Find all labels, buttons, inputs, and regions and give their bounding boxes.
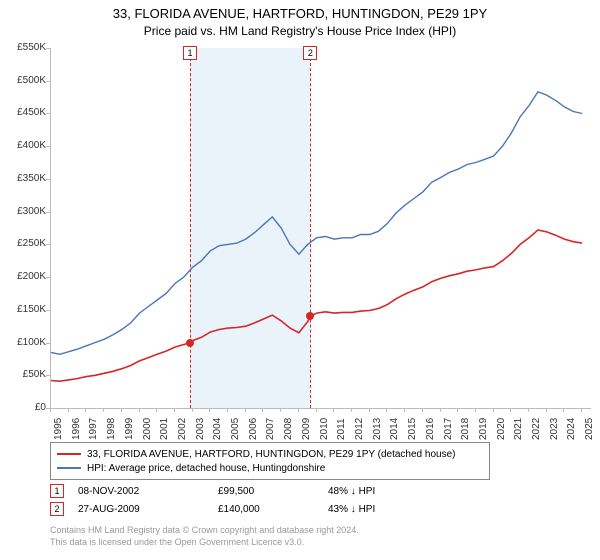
x-tick-label: 2023 xyxy=(549,418,560,440)
y-tick-label: £0 xyxy=(4,402,46,413)
footer-attribution: Contains HM Land Registry data © Crown c… xyxy=(50,524,359,548)
x-tick-label: 2006 xyxy=(248,418,259,440)
x-tick-label: 2025 xyxy=(584,418,595,440)
x-tick-label: 2009 xyxy=(301,418,312,440)
x-tick-label: 2014 xyxy=(389,418,400,440)
x-tick-label: 2017 xyxy=(443,418,454,440)
sale-dot-icon xyxy=(186,339,194,347)
chart-title: 33, FLORIDA AVENUE, HARTFORD, HUNTINGDON… xyxy=(0,6,600,21)
x-tick-label: 2004 xyxy=(212,418,223,440)
legend-label: 33, FLORIDA AVENUE, HARTFORD, HUNTINGDON… xyxy=(87,449,455,460)
x-tick-label: 2018 xyxy=(460,418,471,440)
x-tick-label: 2001 xyxy=(159,418,170,440)
x-tick-label: 2000 xyxy=(142,418,153,440)
x-tick-label: 1999 xyxy=(124,418,135,440)
sale-date: 27-AUG-2009 xyxy=(78,504,218,515)
x-tick-label: 2002 xyxy=(177,418,188,440)
chart-lines xyxy=(51,48,591,408)
x-tick-label: 2005 xyxy=(230,418,241,440)
legend-swatch xyxy=(57,467,81,469)
x-tick-label: 2021 xyxy=(513,418,524,440)
y-tick-label: £50K xyxy=(4,369,46,380)
y-tick-label: £100K xyxy=(4,337,46,348)
legend-label: HPI: Average price, detached house, Hunt… xyxy=(87,463,325,474)
y-tick-label: £400K xyxy=(4,140,46,151)
table-row: 1 08-NOV-2002 £99,500 48% ↓ HPI xyxy=(50,482,438,500)
y-tick-label: £550K xyxy=(4,42,46,53)
x-tick-label: 1996 xyxy=(71,418,82,440)
sale-marker-icon: 2 xyxy=(50,502,64,516)
legend-item: HPI: Average price, detached house, Hunt… xyxy=(57,461,483,475)
x-tick-label: 2022 xyxy=(531,418,542,440)
sale-marker-icon: 1 xyxy=(50,484,64,498)
footer-line: This data is licensed under the Open Gov… xyxy=(50,536,359,548)
y-tick-label: £450K xyxy=(4,107,46,118)
marker-box-icon: 2 xyxy=(303,46,317,60)
x-tick-label: 2020 xyxy=(496,418,507,440)
x-tick-label: 2013 xyxy=(372,418,383,440)
y-tick-label: £500K xyxy=(4,75,46,86)
footer-line: Contains HM Land Registry data © Crown c… xyxy=(50,524,359,536)
x-tick-label: 2015 xyxy=(407,418,418,440)
plot-area: 12 xyxy=(50,48,591,409)
y-tick-label: £250K xyxy=(4,238,46,249)
sale-price: £140,000 xyxy=(218,504,328,515)
x-tick-label: 2011 xyxy=(336,418,347,440)
y-tick-label: £300K xyxy=(4,206,46,217)
sale-ratio: 43% ↓ HPI xyxy=(328,504,438,515)
x-tick-label: 2012 xyxy=(354,418,365,440)
sale-price: £99,500 xyxy=(218,486,328,497)
y-tick-label: £350K xyxy=(4,173,46,184)
chart-container: 33, FLORIDA AVENUE, HARTFORD, HUNTINGDON… xyxy=(0,0,600,560)
x-tick-label: 2003 xyxy=(195,418,206,440)
x-tick-label: 2016 xyxy=(425,418,436,440)
x-tick-label: 1998 xyxy=(106,418,117,440)
x-tick-label: 2024 xyxy=(566,418,577,440)
legend-item: 33, FLORIDA AVENUE, HARTFORD, HUNTINGDON… xyxy=(57,447,483,461)
y-tick-label: £200K xyxy=(4,271,46,282)
chart-subtitle: Price paid vs. HM Land Registry's House … xyxy=(0,24,600,38)
sales-table: 1 08-NOV-2002 £99,500 48% ↓ HPI 2 27-AUG… xyxy=(50,482,438,518)
x-tick-label: 2007 xyxy=(265,418,276,440)
sale-ratio: 48% ↓ HPI xyxy=(328,486,438,497)
marker-box-icon: 1 xyxy=(183,46,197,60)
x-tick-label: 2010 xyxy=(319,418,330,440)
x-tick-label: 1995 xyxy=(53,418,64,440)
x-tick-label: 2008 xyxy=(283,418,294,440)
table-row: 2 27-AUG-2009 £140,000 43% ↓ HPI xyxy=(50,500,438,518)
sale-date: 08-NOV-2002 xyxy=(78,486,218,497)
x-tick-label: 2019 xyxy=(478,418,489,440)
y-tick-label: £150K xyxy=(4,304,46,315)
x-tick-label: 1997 xyxy=(88,418,99,440)
legend-swatch xyxy=(57,453,81,455)
legend: 33, FLORIDA AVENUE, HARTFORD, HUNTINGDON… xyxy=(50,442,490,480)
